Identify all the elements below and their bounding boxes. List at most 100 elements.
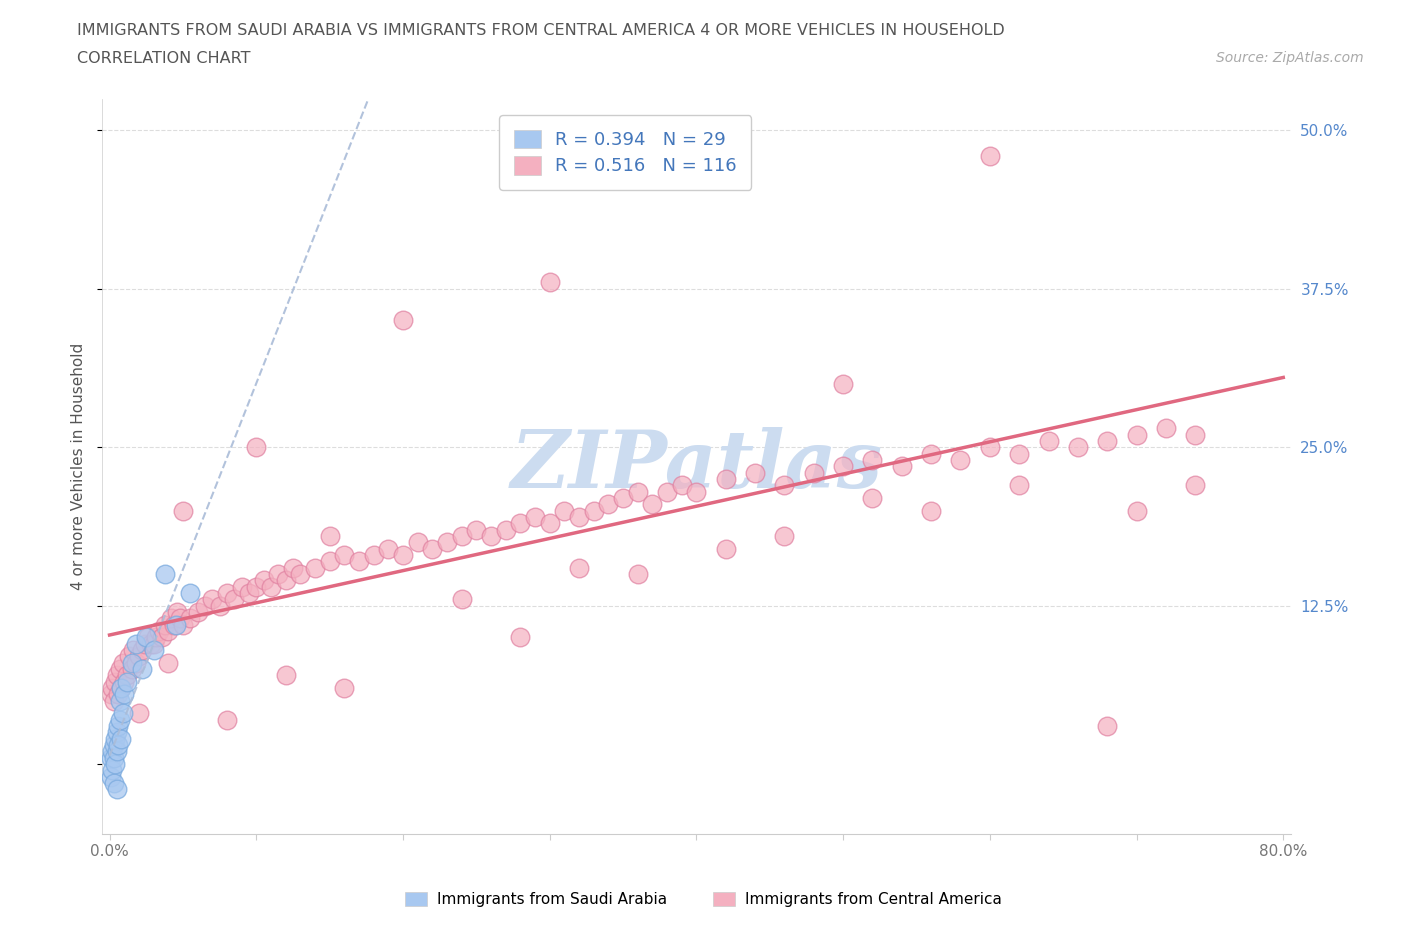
Point (157, 623, 180, 638)
Point (1125, 427, 1147, 442)
Point (125, 656, 148, 671)
Point (215, 712, 238, 727)
Point (172, 618, 194, 632)
Text: CORRELATION CHART: CORRELATION CHART (77, 51, 250, 66)
Point (215, 586, 238, 601)
Point (479, 528, 502, 543)
Point (420, 541, 443, 556)
Point (107, 719, 129, 734)
Point (194, 598, 217, 613)
Point (115, 668, 138, 683)
Text: Source: ZipAtlas.com: Source: ZipAtlas.com (1216, 51, 1364, 65)
Point (245, 579, 267, 594)
Point (1154, 420, 1177, 435)
Point (281, 560, 304, 575)
Point (1095, 719, 1118, 734)
Point (1038, 433, 1060, 448)
Point (108, 712, 131, 727)
Point (862, 490, 884, 505)
Point (122, 643, 145, 658)
Point (155, 566, 177, 581)
Point (238, 586, 260, 601)
Point (252, 573, 274, 588)
Point (111, 656, 134, 671)
Point (115, 674, 138, 689)
Point (101, 681, 124, 696)
Point (100, 769, 122, 784)
Point (117, 649, 139, 664)
Point (121, 661, 143, 676)
Point (107, 687, 129, 702)
Point (104, 757, 127, 772)
Point (172, 503, 194, 518)
Point (160, 611, 183, 626)
Point (131, 661, 153, 676)
Point (1095, 433, 1118, 448)
Point (524, 510, 547, 525)
Point (979, 440, 1001, 455)
Point (110, 681, 132, 696)
Point (142, 643, 165, 658)
Point (832, 458, 855, 473)
Point (392, 313, 415, 328)
Point (582, 503, 605, 518)
Point (509, 630, 531, 644)
Point (208, 598, 231, 613)
Point (744, 465, 766, 480)
Point (890, 458, 912, 473)
Point (568, 510, 591, 525)
Point (134, 636, 156, 651)
Point (627, 485, 650, 499)
Point (671, 478, 693, 493)
Point (920, 446, 942, 461)
Point (179, 611, 201, 626)
Point (103, 776, 125, 790)
Point (131, 643, 153, 658)
Point (1067, 440, 1090, 455)
Point (347, 554, 370, 569)
Point (107, 737, 129, 752)
Point (104, 731, 127, 746)
Point (157, 656, 180, 671)
Point (553, 503, 575, 518)
Point (598, 497, 620, 512)
Point (685, 485, 707, 499)
Point (148, 623, 170, 638)
Point (145, 630, 167, 644)
Point (436, 535, 458, 550)
Point (110, 731, 132, 746)
Point (1008, 478, 1031, 493)
Point (803, 465, 825, 480)
Point (274, 573, 297, 588)
Point (1184, 427, 1206, 442)
Point (568, 560, 591, 575)
Point (142, 636, 165, 651)
Point (128, 706, 150, 721)
Text: IMMIGRANTS FROM SAUDI ARABIA VS IMMIGRANTS FROM CENTRAL AMERICA 4 OR MORE VEHICL: IMMIGRANTS FROM SAUDI ARABIA VS IMMIGRAN… (77, 23, 1005, 38)
Point (121, 656, 143, 671)
Point (1125, 503, 1147, 518)
Point (979, 148, 1001, 163)
Point (231, 579, 253, 594)
Point (100, 687, 122, 702)
Point (136, 630, 159, 644)
Point (101, 744, 124, 759)
Point (450, 591, 472, 606)
Point (318, 554, 340, 569)
Point (111, 706, 134, 721)
Point (112, 687, 135, 702)
Y-axis label: 4 or more Vehicles in Household: 4 or more Vehicles in Household (72, 342, 86, 590)
Point (627, 566, 650, 581)
Point (267, 566, 290, 581)
Text: ZIPatlas: ZIPatlas (510, 428, 883, 505)
Point (108, 693, 131, 708)
Point (110, 681, 132, 696)
Point (538, 516, 561, 531)
Point (150, 630, 173, 644)
Point (125, 636, 148, 651)
Point (179, 586, 201, 601)
Legend: Immigrants from Saudi Arabia, Immigrants from Central America: Immigrants from Saudi Arabia, Immigrants… (398, 885, 1008, 913)
Point (101, 763, 124, 777)
Point (773, 478, 796, 493)
Point (392, 548, 415, 563)
